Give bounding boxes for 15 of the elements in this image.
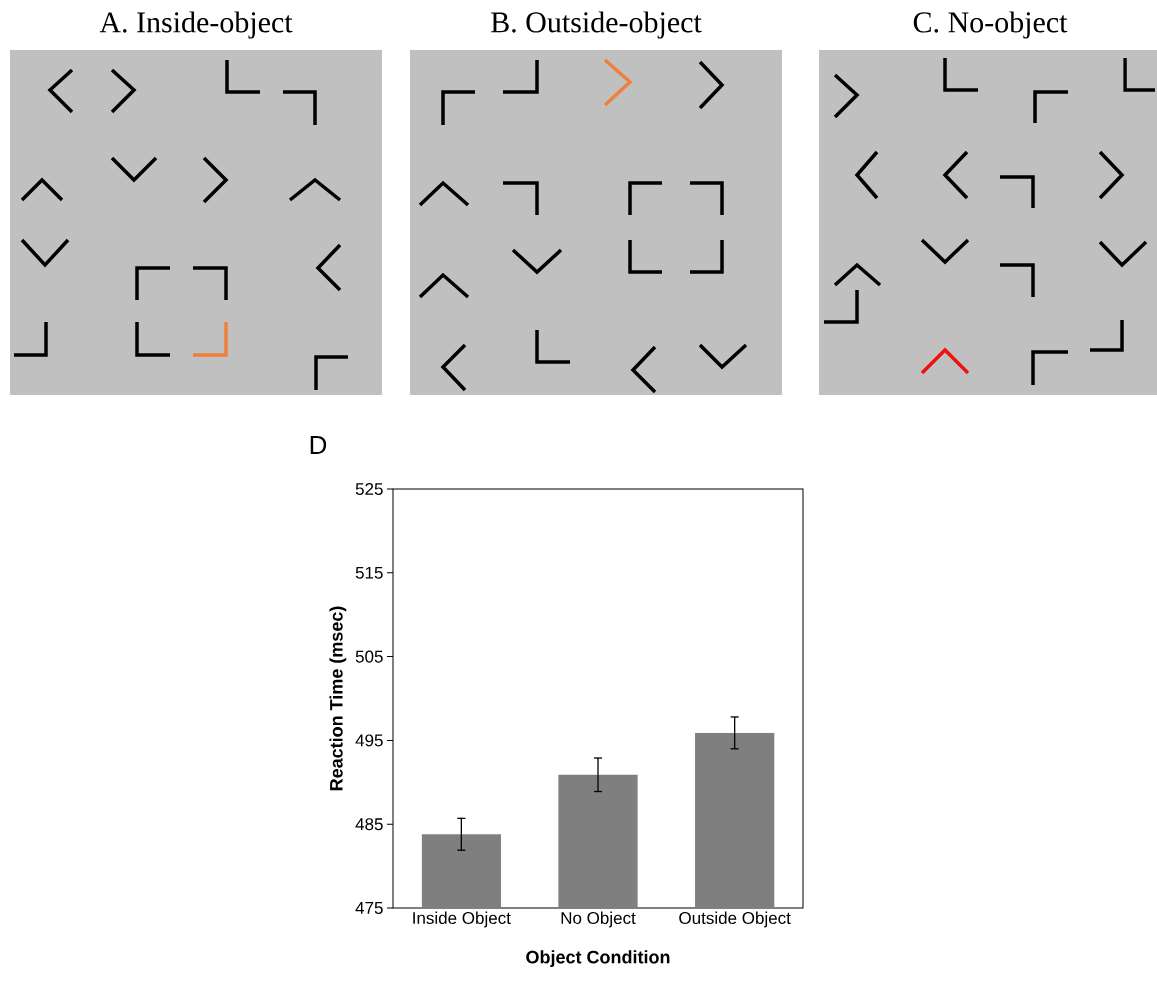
y-tick-label: 475 (355, 902, 383, 914)
x-axis-title: Object Condition (526, 950, 670, 968)
y-tick-label: 495 (355, 734, 383, 747)
y-tick-label: 505 (355, 650, 383, 663)
x-tick-label: Outside Object (679, 911, 791, 928)
x-tick-label: Inside Object (413, 911, 511, 928)
x-tick-label: No Object (561, 911, 636, 928)
text: A. Inside-object (99, 11, 293, 39)
y-tick-label: 515 (355, 566, 383, 579)
text: C. No-object (913, 11, 1068, 39)
text: B. Outside-object (491, 11, 702, 39)
y-tick-label: 485 (355, 818, 383, 831)
y-axis-title: Reaction Time (msec) (329, 606, 347, 791)
y-tick-label: 525 (355, 482, 383, 496)
text: D (310, 436, 327, 454)
